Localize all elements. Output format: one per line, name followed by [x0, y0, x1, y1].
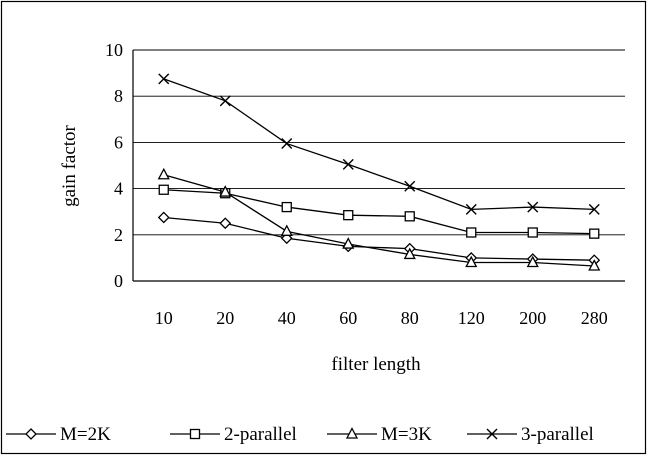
x-tick-label: 280	[581, 308, 608, 328]
data-point	[404, 211, 415, 222]
x-axis-title: filter length	[331, 354, 421, 375]
y-tick-label: 0	[114, 271, 123, 291]
x-tick-label: 10	[155, 308, 173, 328]
data-point	[465, 255, 478, 268]
data-point	[588, 203, 600, 215]
x-tick-label: 60	[339, 308, 357, 328]
series-line	[163, 174, 595, 267]
legend-label: 3-parallel	[521, 424, 594, 445]
x-tick-labels: 10 20 40 60 80 120 200 280	[155, 308, 608, 328]
data-point	[158, 184, 169, 195]
legend: M=2K 2-parallel M=3K 3-parallel	[6, 424, 594, 445]
y-axis-title: gain factor	[59, 124, 80, 206]
x-tick-label: 80	[401, 308, 419, 328]
data-point	[526, 255, 539, 268]
y-tick-label: 8	[114, 86, 123, 106]
x-tick-label: 120	[458, 308, 485, 328]
data-point	[342, 158, 354, 170]
legend-marker	[486, 428, 498, 440]
y-tick-label: 4	[114, 179, 123, 199]
legend-item: 3-parallel	[467, 424, 594, 445]
data-point	[157, 211, 170, 224]
y-tick-labels: 0 2 4 6 8 10	[105, 40, 123, 291]
data-point	[589, 228, 600, 239]
series-3-parallel	[158, 73, 600, 215]
y-tick-label: 10	[105, 40, 123, 60]
data-point	[343, 210, 354, 221]
y-tick-label: 2	[114, 225, 123, 245]
y-tick-label: 6	[114, 132, 123, 152]
x-tick-label: 200	[519, 308, 546, 328]
data-point	[527, 227, 538, 238]
legend-item: 2-parallel	[170, 424, 297, 445]
data-point	[219, 217, 232, 230]
series-line	[163, 78, 595, 211]
data-point	[527, 201, 539, 213]
data-point	[280, 224, 293, 236]
legend-marker	[345, 427, 359, 439]
x-tick-label: 40	[278, 308, 296, 328]
data-point	[157, 167, 170, 180]
data-point	[404, 180, 416, 192]
data-point	[281, 201, 292, 213]
series-m-3k	[157, 167, 601, 271]
legend-item: M=3K	[327, 424, 432, 445]
series-line	[163, 189, 595, 235]
data-point	[465, 203, 477, 215]
data-point	[403, 247, 416, 260]
data-point	[219, 185, 232, 197]
data-point	[281, 138, 293, 150]
legend-marker	[25, 428, 37, 440]
data-point	[466, 227, 477, 238]
data-point	[342, 237, 355, 249]
axes	[132, 50, 625, 282]
data-point	[219, 95, 231, 107]
legend-label: M=3K	[381, 424, 432, 445]
legend-label: 2-parallel	[224, 424, 297, 445]
data-point	[158, 73, 170, 85]
series-layer	[157, 73, 601, 271]
legend-item: M=2K	[6, 424, 111, 445]
series-line	[163, 216, 595, 261]
x-tick-label: 20	[216, 308, 234, 328]
legend-marker	[189, 428, 201, 440]
legend-label: M=2K	[60, 424, 111, 445]
data-point	[588, 259, 601, 271]
